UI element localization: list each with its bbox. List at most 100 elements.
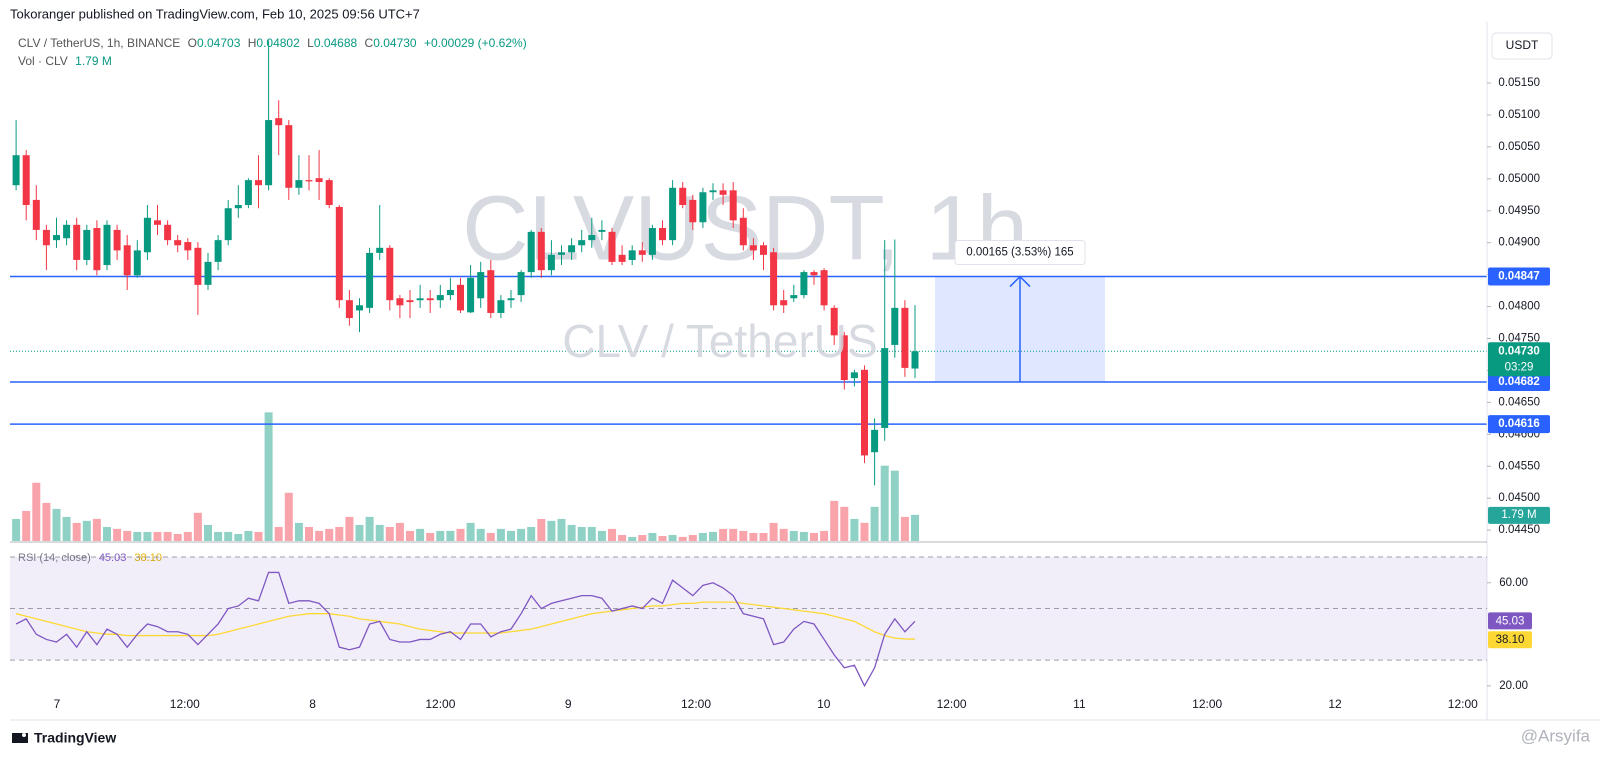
candle-body [103,224,111,266]
candle-body [426,298,434,301]
volume-legend: Vol · CLV 1.79 M [18,54,112,68]
candle-body [729,190,737,221]
candle-body [356,305,363,311]
candle-body [436,295,444,301]
x-tick-label: 12:00 [1192,697,1222,711]
last-price-badge [1488,342,1550,377]
measure-label: 0.00165 (3.53%) 165 [966,247,1073,259]
candle-body [214,240,222,262]
volume-bar [577,526,586,541]
x-tick-label: 12:00 [681,697,711,711]
candle-body [265,120,273,186]
volume-bar [284,492,293,541]
volume-bar [335,526,344,541]
candle-body [517,272,525,296]
volume-bar [810,532,818,541]
rsi-tick-label: 60.00 [1499,577,1528,589]
volume-bar [486,532,495,541]
volume-bar [436,530,445,541]
volume-bar [638,535,647,541]
rsi-legend: RSI (14, close) 45.03 38.10 [18,552,162,564]
volume-bar [32,482,41,541]
volume-bar [42,502,51,541]
last-price-label: 0.04730 [1498,345,1540,357]
candle-body [446,289,454,296]
c-value: 0.04730 [373,36,417,50]
volume-bar [426,532,435,541]
candle-body [53,235,60,241]
candle-body [416,298,424,301]
candle-body [588,235,596,241]
candle-body [204,261,212,285]
volume-bar [385,526,394,541]
o-label: O [188,36,197,50]
candle-body [891,307,899,345]
rsi-tick-label: 20.00 [1499,680,1528,692]
volume-bar [648,532,657,541]
x-tick-label: 8 [309,697,316,711]
candle-body [881,348,889,428]
y-tick-label: 0.04550 [1498,460,1540,472]
candle-body [547,254,555,271]
vol-label: Vol · CLV [18,54,68,68]
candle-body [558,252,565,255]
volume-bar [103,526,111,541]
level-label: 0.04682 [1498,376,1540,388]
candle-body [709,190,717,193]
volume-bar [688,535,697,541]
volume-bar [527,526,536,541]
candle-body [234,205,242,209]
candle-body [628,250,636,260]
volume-bar [698,532,707,541]
currency[interactable]: USDT [1506,38,1539,52]
candle-body [406,300,414,303]
volume-bar [416,528,425,541]
candle-body [285,125,293,188]
author-watermark: @Arsyifa [1521,726,1591,745]
candle-body [638,250,646,255]
candle-body [345,300,353,319]
candle-body [659,228,666,241]
candle-body [739,217,747,246]
candle-body [164,224,172,241]
volume-bar [143,531,152,541]
rsi-badge [1488,612,1532,630]
y-tick-label: 0.04800 [1498,301,1540,313]
currency-button[interactable] [1491,32,1553,60]
x-tick-label: 12 [1328,697,1342,711]
volume-bar [476,528,485,541]
volume-bar [92,518,101,541]
rsi-ma-badge-label: 38.10 [1496,634,1525,646]
rsi-badge-label: 45.03 [1496,615,1525,627]
level-label: 0.04616 [1498,418,1540,430]
volume-bar [264,412,273,541]
candle-body [305,180,313,182]
o-value: 0.04703 [197,36,241,50]
volume-bar [870,506,879,541]
volume-bar [739,530,748,541]
candle-body [315,178,323,183]
candle-body [699,192,707,223]
symbol: CLV / TetherUS, 1h, BINANCE [18,36,180,50]
volume-bar [305,526,313,541]
h-value: 0.04802 [256,36,300,50]
candle-body [133,250,141,276]
candle-body [871,429,879,453]
candle-body [840,335,848,381]
candle-body [578,240,586,246]
x-tick-label: 10 [817,697,831,711]
watermark-sub: CLV / TetherUS [562,315,877,367]
y-tick-label: 0.04500 [1498,492,1540,504]
candle-body [901,307,909,368]
volume-bar [789,530,798,541]
candle-body [487,270,495,313]
candle-body [174,240,182,246]
volume-bar [830,500,839,541]
volume-bar [133,531,142,541]
level-badge [1488,415,1550,434]
l-value: 0.04688 [314,36,358,50]
volume-bar [567,524,576,541]
x-tick-label: 12:00 [425,697,455,711]
price-pane: 0.00165 (3.53%) 165 [10,40,1487,541]
volume-bar [315,530,324,541]
